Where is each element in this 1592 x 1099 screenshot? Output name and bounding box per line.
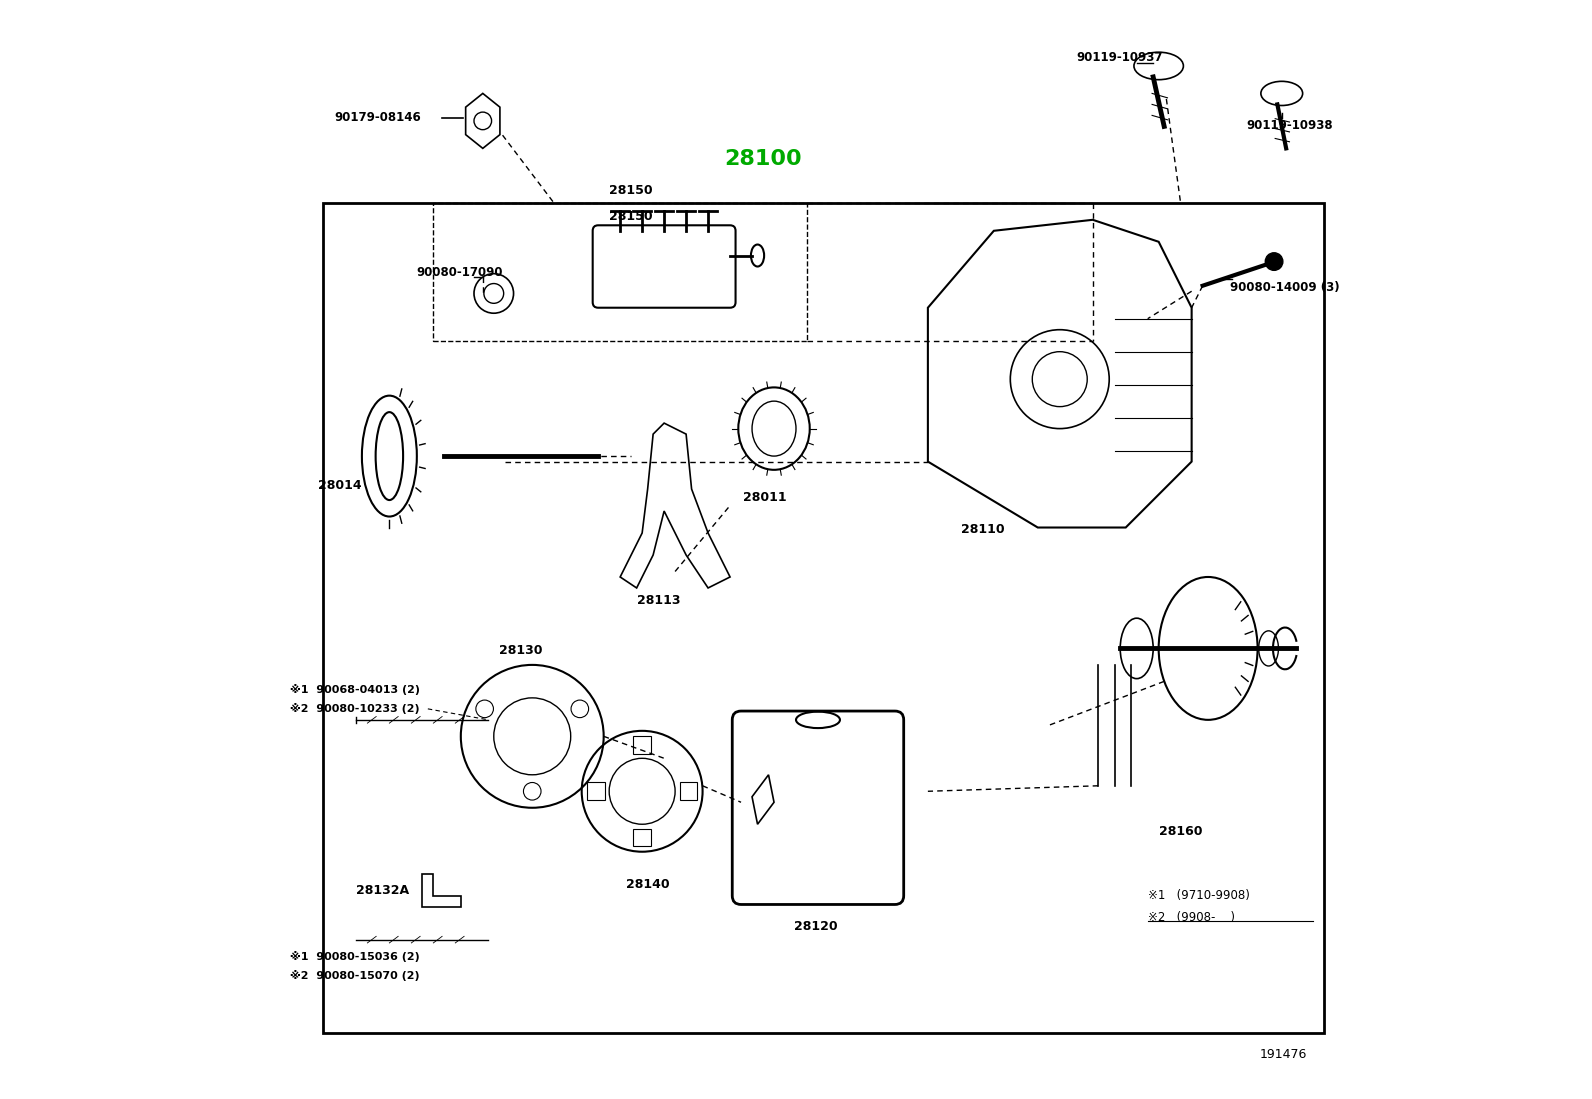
Bar xyxy=(634,736,651,754)
Text: 28100: 28100 xyxy=(724,149,802,169)
Text: 28011: 28011 xyxy=(743,491,786,504)
Text: 28130: 28130 xyxy=(500,644,543,657)
Text: ※1   (9710-9908): ※1 (9710-9908) xyxy=(1148,889,1250,902)
Text: 28120: 28120 xyxy=(794,920,837,933)
Text: 90119-10938: 90119-10938 xyxy=(1247,119,1333,132)
Text: ※2  90080-10233 (2): ※2 90080-10233 (2) xyxy=(290,703,420,714)
Text: 28110: 28110 xyxy=(962,523,1005,536)
Text: 191476: 191476 xyxy=(1259,1047,1307,1061)
Bar xyxy=(587,782,605,800)
Text: 28160: 28160 xyxy=(1159,825,1202,839)
Bar xyxy=(680,782,697,800)
Text: ※1  90080-15036 (2): ※1 90080-15036 (2) xyxy=(290,951,420,962)
Text: 28150: 28150 xyxy=(610,184,653,197)
Text: 28014: 28014 xyxy=(318,479,361,492)
Text: 90119-10937: 90119-10937 xyxy=(1076,51,1162,64)
Text: 28132A: 28132A xyxy=(357,884,409,897)
Text: 28113: 28113 xyxy=(637,593,680,607)
Text: 28140: 28140 xyxy=(626,878,669,891)
Bar xyxy=(634,829,651,846)
Text: 28150: 28150 xyxy=(610,210,653,223)
Circle shape xyxy=(1266,253,1283,270)
Text: 90080-14009 (3): 90080-14009 (3) xyxy=(1231,281,1340,295)
Text: ※1  90068-04013 (2): ※1 90068-04013 (2) xyxy=(290,684,420,695)
Text: 90179-08146: 90179-08146 xyxy=(334,111,422,124)
Text: ※2  90080-15070 (2): ※2 90080-15070 (2) xyxy=(290,970,420,981)
Text: ※2   (9908-    ): ※2 (9908- ) xyxy=(1148,911,1235,924)
Text: 90080-17090: 90080-17090 xyxy=(417,266,503,279)
